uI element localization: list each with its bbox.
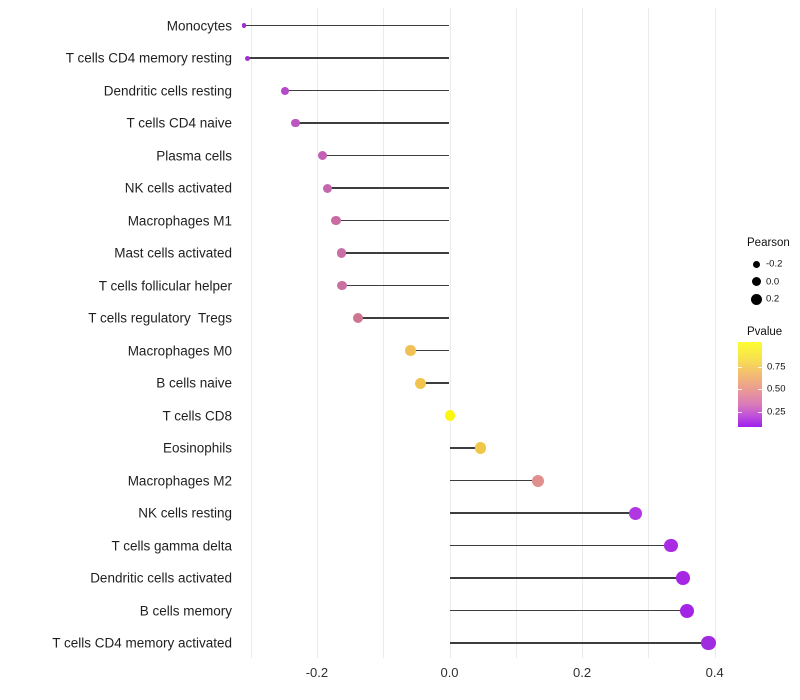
lollipop-dot <box>337 280 347 291</box>
pvalue-tick-label: 0.75 <box>767 361 786 373</box>
legend-size-dot <box>751 293 762 305</box>
legend-size-label: 0.0 <box>766 276 780 287</box>
lollipop-stem <box>341 252 450 254</box>
colorbar-tick <box>738 367 742 369</box>
category-label: T cells CD4 memory resting <box>65 50 232 66</box>
category-label: B cells naive <box>156 375 232 391</box>
pvalue-tick-label: 0.25 <box>767 406 786 418</box>
legend-pearson-title: Pearson <box>747 237 790 249</box>
lollipop-stem <box>285 89 450 92</box>
lollipop-stem <box>358 317 450 319</box>
legend-size-dot <box>753 260 760 268</box>
lollipop-stem <box>449 544 671 547</box>
lollipop-stem <box>449 447 481 449</box>
legend-size-dot <box>752 277 761 286</box>
lollipop-stem <box>295 122 450 124</box>
category-label: T cells regulatory Tregs <box>88 310 232 326</box>
gridline <box>714 8 716 658</box>
lollipop-dot <box>676 571 690 585</box>
lollipop-stem <box>327 187 450 189</box>
lollipop-stem <box>449 642 709 644</box>
category-label: Plasma cells <box>156 148 232 163</box>
legend-size-label: 0.2 <box>766 293 780 305</box>
x-tick-label: 0.4 <box>705 665 724 680</box>
category-label: B cells memory <box>139 603 232 618</box>
lollipop-dot <box>331 215 341 226</box>
category-label: T cells gamma delta <box>111 538 232 553</box>
x-tick-label: -0.2 <box>305 665 329 680</box>
category-label: NK cells activated <box>124 180 232 196</box>
lollipop-stem <box>322 154 450 157</box>
x-tick-label: 0.0 <box>440 665 459 680</box>
category-label: T cells follicular helper <box>98 278 232 293</box>
lollipop-dot <box>281 86 290 95</box>
lollipop-dot <box>531 474 544 487</box>
pvalue-colorbar-gradient <box>738 342 762 427</box>
lollipop-stem <box>449 577 683 579</box>
lollipop-stem <box>410 349 450 352</box>
lollipop-stem <box>342 284 450 287</box>
colorbar-tick <box>758 389 762 391</box>
category-label: T cells CD8 <box>162 408 232 423</box>
gridline <box>449 8 451 658</box>
lollipop-stem <box>449 479 538 482</box>
category-label: Eosinophils <box>162 440 232 456</box>
gridline <box>515 8 517 658</box>
category-label: T cells CD4 naive <box>126 115 232 131</box>
legend-size-label: -0.2 <box>766 258 783 270</box>
colorbar-tick <box>738 389 742 391</box>
category-label: Monocytes <box>166 18 232 33</box>
lollipop-dot <box>664 538 678 553</box>
lollipop-stem <box>247 57 450 59</box>
category-label: Macrophages M2 <box>127 473 232 488</box>
category-label: Dendritic cells resting <box>103 83 232 98</box>
colorbar-tick <box>738 411 742 413</box>
gridline <box>648 8 650 658</box>
lollipop-stem <box>420 382 450 384</box>
gridline <box>383 8 385 658</box>
x-tick-label: 0.2 <box>573 665 592 680</box>
lollipop-dot <box>244 55 250 61</box>
lollipop-stem <box>449 609 687 612</box>
lollipop-dot <box>323 183 332 193</box>
lollipop-dot <box>317 151 327 160</box>
lollipop-dot <box>701 635 716 651</box>
lollipop-dot <box>405 345 416 356</box>
category-label: Dendritic cells activated <box>90 570 232 586</box>
lollipop-dot <box>629 506 643 520</box>
category-label: Macrophages M1 <box>127 213 232 228</box>
category-label: Macrophages M0 <box>127 343 232 358</box>
gridline <box>316 8 318 658</box>
colorbar-tick <box>758 367 762 369</box>
gridline <box>582 8 584 658</box>
category-label: T cells CD4 memory activated <box>52 635 232 651</box>
lollipop-dot <box>414 377 426 389</box>
lollipop-dot <box>474 442 487 454</box>
pvalue-tick-label: 0.50 <box>767 383 786 395</box>
lollipop-dot <box>291 118 300 128</box>
category-label: NK cells resting <box>138 505 232 521</box>
lollipop-dot <box>241 23 247 28</box>
gridline <box>250 8 252 658</box>
lollipop-stem <box>449 512 636 514</box>
lollipop-dot <box>444 410 456 421</box>
lollipop-dot <box>336 248 347 258</box>
lollipop-dot <box>679 603 694 618</box>
lollipop-stem <box>336 219 450 222</box>
colorbar-tick <box>758 411 762 413</box>
lollipop-stem <box>243 24 450 27</box>
category-label: Mast cells activated <box>114 245 232 261</box>
lollipop-dot <box>353 313 363 323</box>
legend-pvalue-title: Pvalue <box>747 326 783 338</box>
